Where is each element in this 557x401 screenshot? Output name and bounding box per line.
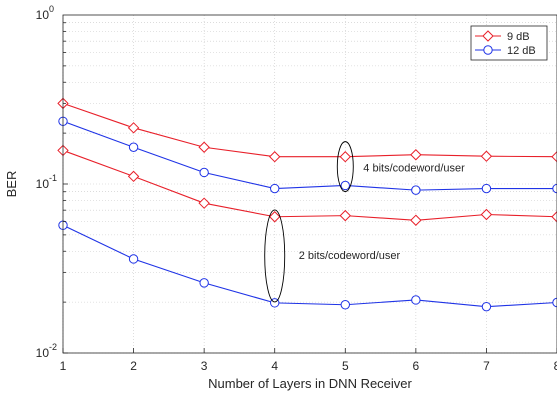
series-1 xyxy=(57,97,557,163)
x-tick-label: 4 xyxy=(271,359,278,373)
x-tick-label: 6 xyxy=(413,359,420,373)
x-tick-label: 1 xyxy=(60,359,67,373)
circle-marker xyxy=(411,295,421,305)
x-tick-label: 5 xyxy=(342,359,349,373)
annotations: 4 bits/codeword/user 2 bits/codeword/user xyxy=(264,141,465,303)
x-tick-label: 7 xyxy=(483,359,490,373)
circle-marker xyxy=(340,180,350,191)
circle-marker xyxy=(552,297,557,308)
series-line xyxy=(62,102,557,158)
legend-entry: 12 dB xyxy=(475,45,536,57)
legend: 9 dB 12 dB xyxy=(470,25,548,61)
annotation-ellipse xyxy=(336,141,354,193)
legend-entry: 9 dB xyxy=(475,30,530,43)
y-tick-label: 10 xyxy=(36,346,50,360)
legend-label: 9 dB xyxy=(507,31,530,43)
series-line xyxy=(62,149,557,221)
circle-marker xyxy=(340,300,350,310)
circle-marker xyxy=(199,278,209,288)
annotation-label: 4 bits/codeword/user xyxy=(363,163,465,175)
diamond-marker xyxy=(269,151,281,163)
diamond-marker xyxy=(339,151,351,163)
circle-marker xyxy=(199,167,209,178)
circle-marker xyxy=(481,183,492,194)
y-axis-label: BER xyxy=(4,171,19,198)
series-2 xyxy=(58,116,557,195)
diamond-marker xyxy=(339,209,351,222)
x-tick-label: 8 xyxy=(554,359,557,373)
circle-marker xyxy=(270,183,280,194)
diamond-marker xyxy=(198,141,210,153)
legend-box xyxy=(470,25,548,61)
circle-marker xyxy=(128,142,139,152)
annotation-label: 2 bits/codeword/user xyxy=(299,250,401,262)
diamond-marker xyxy=(551,151,557,163)
diamond-marker xyxy=(198,197,210,209)
diamond-marker xyxy=(551,211,557,223)
circle-marker xyxy=(411,185,421,195)
circle-marker xyxy=(481,301,492,312)
diamond-marker xyxy=(480,208,493,221)
diamond-marker xyxy=(410,214,422,226)
x-axis-label: Number of Layers in DNN Receiver xyxy=(208,376,412,391)
y-tick-exponent: -1 xyxy=(49,173,57,183)
y-tick-exponent: -2 xyxy=(49,342,57,352)
x-tick-label: 3 xyxy=(201,359,208,373)
diamond-marker xyxy=(480,150,493,162)
y-tick-label: 10 xyxy=(36,177,50,191)
series-line xyxy=(62,224,557,308)
legend-label: 12 dB xyxy=(507,45,536,57)
circle-marker xyxy=(128,254,139,264)
circle-marker xyxy=(483,45,493,55)
diamond-marker xyxy=(269,211,281,223)
y-tick-label: 10 xyxy=(36,8,50,22)
diamond-marker xyxy=(410,149,422,161)
x-tick-label: 2 xyxy=(130,359,137,373)
diamond-marker xyxy=(482,30,494,42)
y-tick-exponent: 0 xyxy=(49,4,54,14)
circle-marker xyxy=(552,183,557,194)
series-line xyxy=(62,120,557,191)
diamond-marker xyxy=(127,170,140,183)
diamond-marker xyxy=(127,122,140,134)
annotation-ellipse xyxy=(264,209,286,303)
